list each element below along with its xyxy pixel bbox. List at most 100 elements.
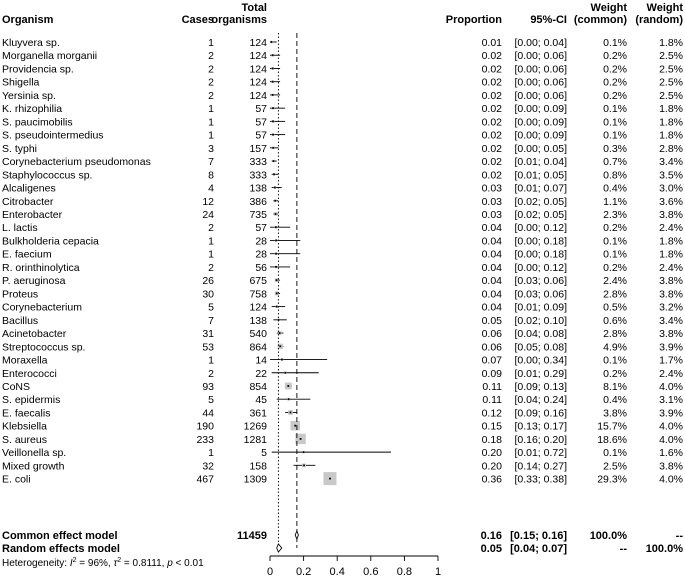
row-proportion: 0.15 [482,421,503,433]
row-ci: [0.14; 0.27] [514,460,567,472]
row-w_random: 4.0% [659,381,683,393]
point-estimate [273,173,275,176]
point-estimate [271,80,274,83]
row-ci: [0.00; 0.12] [514,222,567,234]
x-tick-label: 1 [435,566,441,578]
common-effect-diamond [294,529,299,541]
header-total-line2: organisms [211,14,267,26]
row-cases: 2 [208,50,214,62]
row-total: 1281 [244,434,268,446]
row-w_random: 3.4% [659,156,683,168]
study-rows: Kluyvera sp. 1 124 0.01 [0.00; 0.04] 0.1% 1.8%… [2,37,683,486]
x-axis: 0 0.2 0.4 0.6 0.8 1 [267,555,441,578]
row-proportion: 0.03 [482,183,503,195]
row-organism: Yersinia sp. [2,90,56,102]
row-w_random: 1.8% [659,249,683,261]
point-estimate [274,213,277,215]
row-proportion: 0.02 [482,77,503,89]
row-proportion: 0.04 [482,222,503,234]
row-cases: 3 [208,143,214,155]
common-ci: [0.15; 0.16] [510,530,567,542]
row-w_common: 15.7% [597,421,627,433]
row-proportion: 0.12 [482,407,503,419]
row-w_common: 0.1% [603,37,627,49]
row-w_common: 29.3% [597,474,627,486]
x-tick-label: 0.6 [363,566,378,578]
row-w_common: 0.2% [603,222,627,234]
header-weight-common-line1: Weight [591,2,628,14]
row-proportion: 0.02 [482,103,503,115]
row-w_common: 0.1% [603,130,627,142]
header-weight-common-line2: (common) [574,14,628,26]
row-w_common: 0.2% [603,77,627,89]
row-w_random: 3.8% [659,328,683,340]
row-ci: [0.00; 0.09] [514,130,567,142]
row-organism: P. aeruginosa [2,275,66,287]
row-cases: 7 [208,156,214,168]
row-cases: 2 [208,368,214,380]
row-total: 361 [249,407,267,419]
row-w_common: 0.1% [603,249,627,261]
row-organism: Morganella morganii [2,50,97,62]
point-estimate [299,438,302,440]
row-w_random: 1.8% [659,235,683,247]
row-organism: Veillonella sp. [2,447,66,459]
point-estimate [277,318,280,321]
row-ci: [0.00; 0.04] [514,37,567,49]
row-organism: Bacillus [2,315,38,327]
row-cases: 31 [202,328,214,340]
row-total: 864 [249,341,267,353]
row-ci: [0.00; 0.09] [514,103,567,115]
row-total: 28 [255,249,267,261]
row-w_common: 0.2% [603,368,627,380]
row-proportion: 0.04 [482,262,503,274]
row-organism: Moraxella [2,355,48,367]
row-cases: 2 [208,222,214,234]
row-ci: [0.03; 0.06] [514,288,567,300]
row-total: 124 [249,63,267,75]
row-organism: Staphylococcus sp. [2,169,92,181]
point-estimate [274,226,277,229]
row-w_common: 0.7% [603,156,627,168]
row-w_random: 3.8% [659,209,683,221]
row-w_random: 2.4% [659,222,683,234]
header-weight-random-line1: Weight [647,2,684,14]
row-cases: 1 [208,116,214,128]
row-cases: 2 [208,63,214,75]
row-proportion: 0.36 [482,474,503,486]
row-total: 57 [255,116,267,128]
point-estimate [272,160,275,162]
point-estimate [272,133,274,136]
row-w_random: 3.8% [659,460,683,472]
random-ci: [0.04; 0.07] [510,543,567,555]
row-cases: 53 [202,341,214,353]
point-estimate [271,67,274,70]
common-weight-common: 100.0% [590,530,628,542]
row-w_common: 2.4% [603,275,627,287]
row-w_common: 0.2% [603,90,627,102]
row-ci: [0.00; 0.12] [514,262,567,274]
row-total: 1309 [244,474,268,486]
row-organism: S. typhi [2,143,37,155]
row-w_common: 0.1% [603,103,627,115]
row-organism: E. faecalis [2,407,50,419]
row-cases: 1 [208,103,214,115]
row-organism: Streptococcus sp. [2,341,85,353]
header-ci: 95%-CI [530,14,567,26]
row-organism: Corynebacterium [2,302,82,314]
row-cases: 12 [202,196,214,208]
row-cases: 1 [208,130,214,142]
row-ci: [0.00; 0.06] [514,50,567,62]
row-cases: 32 [202,460,214,472]
row-proportion: 0.06 [482,328,503,340]
row-w_random: 1.7% [659,355,683,367]
row-w_common: 0.8% [603,169,627,181]
row-organism: E. coli [2,474,31,486]
row-cases: 93 [202,381,214,393]
row-w_random: 3.8% [659,288,683,300]
row-total: 57 [255,222,267,234]
row-organism: Alcaligenes [2,183,56,195]
common-label: Common effect model [2,530,118,542]
row-proportion: 0.04 [482,288,503,300]
